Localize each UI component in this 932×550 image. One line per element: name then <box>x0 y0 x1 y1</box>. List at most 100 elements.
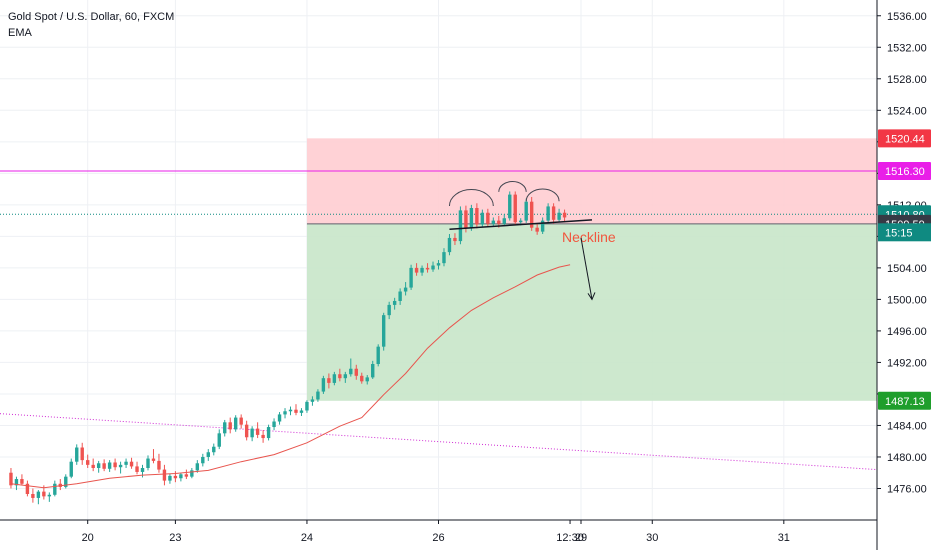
candle-body <box>420 267 424 273</box>
candle-body <box>447 237 452 253</box>
candle-body <box>464 210 468 229</box>
price-label: 1487.13 <box>885 396 925 408</box>
candle-body <box>244 424 249 438</box>
price-label: 1516.30 <box>885 166 925 178</box>
candle-body <box>392 300 397 305</box>
candle-body <box>14 479 19 486</box>
candle-body <box>431 265 435 270</box>
candle-body <box>288 409 293 412</box>
candle-body <box>239 417 243 425</box>
candle-body <box>9 472 13 486</box>
candle-body <box>283 411 287 415</box>
x-tick-label: 20 <box>82 532 94 544</box>
candle-body <box>458 210 463 242</box>
candle-body <box>327 378 331 383</box>
candle-body <box>343 374 348 379</box>
candle-body <box>42 491 46 497</box>
candle-body <box>349 368 353 375</box>
down-arrow-head <box>587 292 596 301</box>
candle-body <box>403 287 408 292</box>
candle-body <box>425 267 430 270</box>
candle-body <box>453 237 457 242</box>
reward-zone[interactable] <box>306 223 877 401</box>
candle-body <box>381 315 386 347</box>
candle-body <box>53 483 57 495</box>
candle-body <box>398 291 402 301</box>
risk-zone[interactable] <box>306 138 877 224</box>
candle-body <box>535 227 539 232</box>
candle-body <box>376 346 380 364</box>
candle-body <box>513 194 517 223</box>
x-tick-label: 26 <box>432 532 444 544</box>
candle-body <box>47 494 52 497</box>
candle-body <box>140 468 145 472</box>
countdown-label: 15:15 <box>885 227 913 239</box>
candle-body <box>118 464 123 468</box>
candle-body <box>184 474 189 477</box>
candle-body <box>360 375 364 382</box>
time-axis[interactable] <box>0 520 877 550</box>
neckline[interactable] <box>449 219 593 231</box>
candle-body <box>546 206 550 221</box>
candle-body <box>36 491 41 498</box>
candle-body <box>266 427 271 439</box>
candle-body <box>31 494 35 498</box>
candle-body <box>409 267 413 288</box>
trend-line[interactable] <box>0 413 878 471</box>
x-tick-label: 30 <box>646 532 658 544</box>
candle-body <box>233 417 238 430</box>
candle-body <box>157 460 161 470</box>
candle-body <box>371 364 375 378</box>
candle-body <box>179 474 183 479</box>
candle-body <box>162 469 167 481</box>
pattern-arc[interactable] <box>525 188 560 202</box>
candle-body <box>365 377 369 382</box>
candle-body <box>497 220 501 224</box>
candle-body <box>475 208 479 225</box>
candle-body <box>436 263 441 266</box>
y-tick-label: 1496.00 <box>887 326 927 338</box>
candle-body <box>491 220 496 224</box>
candle-body <box>272 421 276 428</box>
price-label: 1520.44 <box>885 133 925 145</box>
candle-body <box>529 201 534 228</box>
candle-body <box>25 483 30 494</box>
candle-body <box>261 434 265 439</box>
candle-body <box>540 220 545 232</box>
candle-body <box>173 475 178 479</box>
down-arrow[interactable] <box>580 237 593 300</box>
candle-body <box>442 252 446 264</box>
symbol-title[interactable]: Gold Spot / U.S. Dollar, 60, FXCM <box>8 11 175 23</box>
pattern-arc[interactable] <box>498 181 527 192</box>
candle-body <box>228 422 232 430</box>
candle-body <box>321 378 326 392</box>
candle-body <box>562 212 567 218</box>
x-tick-label: 12:30 <box>556 532 584 544</box>
indicator-label[interactable]: EMA <box>8 27 32 39</box>
candle-body <box>338 374 342 379</box>
pattern-arc[interactable] <box>448 189 494 207</box>
candle-body <box>255 428 260 435</box>
candle-body <box>277 414 282 422</box>
candle-body <box>86 460 90 465</box>
candle-body <box>146 458 150 468</box>
candle-body <box>113 462 117 468</box>
y-tick-label: 1492.00 <box>887 357 927 369</box>
x-tick-label: 24 <box>301 532 313 544</box>
candle-body <box>80 447 84 461</box>
candle-body <box>387 304 391 316</box>
y-tick-label: 1500.00 <box>887 294 927 306</box>
y-tick-label: 1476.00 <box>887 483 927 495</box>
candle-body <box>168 475 172 481</box>
price-axis[interactable] <box>877 0 932 550</box>
x-tick-label: 23 <box>169 532 181 544</box>
candle-body <box>96 463 101 468</box>
candle-body <box>316 391 320 400</box>
candle-body <box>310 399 315 402</box>
candle-body <box>551 206 556 220</box>
candle-body <box>519 220 523 223</box>
candle-body <box>135 466 139 472</box>
ema-line[interactable] <box>10 264 571 489</box>
